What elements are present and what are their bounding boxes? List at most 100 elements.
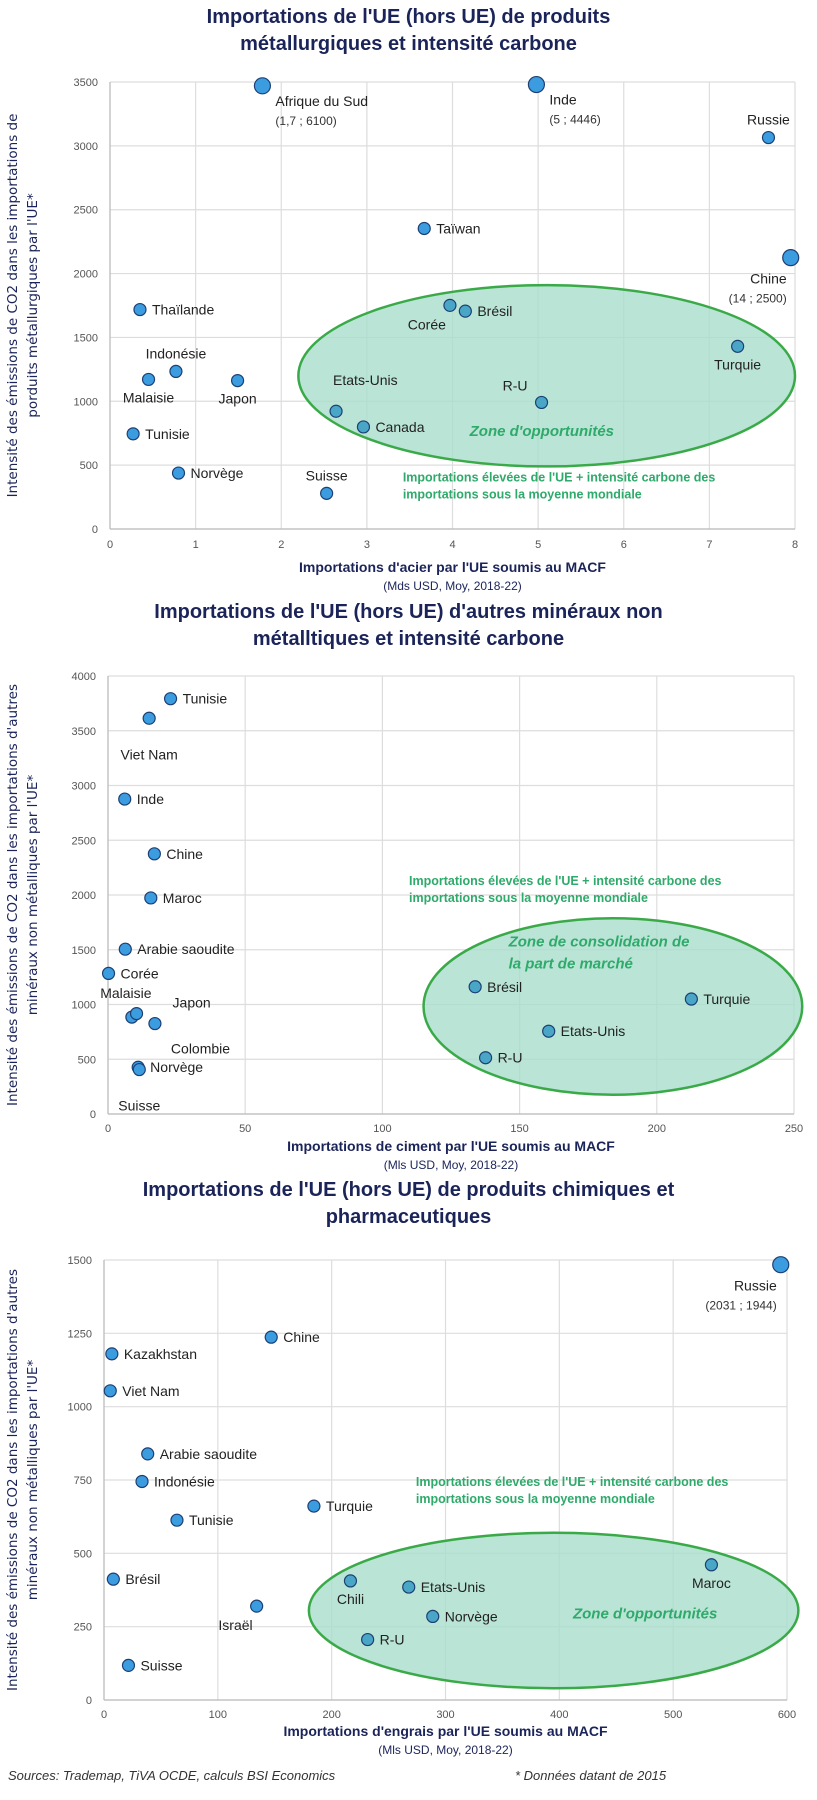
point-label: Japon (173, 995, 211, 1011)
x-tick-label: 250 (785, 1123, 803, 1135)
y-tick-label: 750 (74, 1475, 92, 1487)
y-tick-label: 0 (90, 1109, 96, 1121)
data-point (170, 1513, 184, 1527)
point-label: Arabie saoudite (160, 1446, 258, 1462)
x-axis-title: Importations de ciment par l'UE soumis a… (287, 1138, 615, 1154)
data-point (343, 1574, 358, 1588)
point-label: Turquie (703, 991, 750, 1007)
point-label: Indonésie (154, 1473, 215, 1489)
point-label: Etats-Unis (561, 1023, 626, 1039)
data-point (118, 792, 132, 806)
point-label: Suisse (118, 1098, 160, 1114)
data-point (132, 1062, 146, 1077)
data-point (307, 1499, 321, 1513)
x-tick-label: 300 (436, 1709, 454, 1721)
data-point (527, 75, 546, 94)
annotation-text: Importations élevées de l'UE + intensité… (416, 1475, 728, 1489)
y-tick-label: 2500 (74, 205, 98, 217)
x-tick-label: 5 (535, 539, 541, 551)
x-tick-label: 2 (278, 539, 284, 551)
x-axis-subtitle: (Mls USD, Moy, 2018-22) (378, 1743, 512, 1757)
chart-3-title: Importations de l'UE (hors UE) de produi… (0, 1177, 817, 1231)
point-label: Chine (750, 271, 787, 287)
x-tick-label: 0 (107, 539, 113, 551)
data-point (106, 1572, 120, 1586)
point-label: Chili (337, 1591, 364, 1607)
data-point (731, 339, 745, 353)
data-point (417, 221, 431, 236)
x-tick-label: 600 (778, 1709, 796, 1721)
data-point (129, 1006, 144, 1021)
point-label: Viet Nam (122, 1383, 179, 1399)
data-point (169, 364, 183, 379)
data-point (684, 992, 698, 1006)
data-point (772, 1256, 790, 1274)
x-tick-label: 500 (664, 1709, 682, 1721)
data-point (402, 1580, 416, 1594)
y-axis-title-line: minéraux non métalliques par l'UE* (25, 775, 41, 1016)
chart-3-title-line-2: pharmaceutiques (325, 1206, 492, 1228)
y-tick-label: 0 (92, 524, 98, 536)
data-point (141, 1447, 155, 1461)
x-tick-label: 200 (322, 1709, 340, 1721)
point-label: Inde (549, 92, 576, 108)
data-point (230, 373, 245, 388)
data-point (761, 130, 776, 145)
y-tick-label: 4000 (72, 671, 96, 683)
point-label: Arabie saoudite (137, 941, 235, 957)
point-label: Tunisie (183, 691, 228, 707)
point-label: Indonésie (146, 345, 207, 361)
point-label: Malaisie (100, 985, 152, 1001)
data-point (264, 1330, 278, 1344)
point-label: Suisse (140, 1657, 182, 1673)
point-label: Kazakhstan (124, 1346, 197, 1362)
chart-1: 0 1 2 3 4 5 6 7 8 0 500 1000 1500 2000 2500 3000 3500 Imp… (5, 75, 800, 593)
data-point (147, 847, 161, 861)
data-point (250, 1599, 264, 1613)
y-tick-label: 1500 (72, 945, 96, 957)
point-label: Norvège (150, 1059, 203, 1075)
point-sublabel: (2031 ; 1944) (705, 1299, 776, 1313)
y-tick-label: 3000 (72, 781, 96, 793)
point-sublabel: (1,7 ; 6100) (275, 114, 336, 128)
footer-note: * Données datant de 2015 (515, 1768, 667, 1783)
point-label: R-U (380, 1632, 405, 1648)
data-point (443, 298, 457, 312)
data-point (126, 427, 140, 441)
point-label: Chine (283, 1329, 320, 1345)
chart-2-title-line-1: Importations de l'UE (hors UE) d'autres … (154, 601, 663, 623)
data-point (468, 980, 482, 994)
point-label: Tunisie (189, 1512, 234, 1528)
point-label: Colombie (171, 1041, 230, 1057)
y-tick-label: 1000 (72, 1000, 96, 1012)
zone-label: Zone d'opportunités (469, 423, 614, 440)
point-label: Taïwan (436, 220, 480, 236)
y-tick-label: 1250 (68, 1328, 92, 1340)
chart-2-title-line-2: métalltiques et intensité carbone (252, 628, 565, 650)
annotation-text: importations sous la moyenne mondiale (409, 891, 648, 905)
data-point (534, 395, 549, 410)
y-tick-label: 2000 (72, 890, 96, 902)
point-sublabel: (5 ; 4446) (549, 113, 600, 127)
data-point (426, 1609, 440, 1624)
x-tick-label: 50 (239, 1123, 251, 1135)
y-tick-label: 3500 (74, 77, 98, 89)
annotation-text: Importations élevées de l'UE + intensité… (409, 874, 721, 888)
data-point (171, 466, 186, 480)
point-label: Suisse (306, 467, 348, 483)
data-point (704, 1558, 719, 1572)
y-tick-label: 3500 (72, 726, 96, 738)
point-label: Canada (375, 419, 424, 435)
opportunity-zone-ellipse (297, 283, 797, 468)
x-tick-label: 8 (792, 539, 798, 551)
y-tick-label: 1000 (74, 396, 98, 408)
point-label: Turquie (326, 1498, 373, 1514)
x-axis-subtitle: (Mls USD, Moy, 2018-22) (384, 1158, 518, 1172)
data-point (118, 942, 132, 956)
data-point (356, 420, 371, 434)
point-label: R-U (498, 1050, 523, 1066)
data-point (142, 711, 156, 725)
x-tick-label: 150 (510, 1123, 528, 1135)
y-tick-label: 250 (74, 1622, 92, 1634)
point-label: Brésil (477, 303, 512, 319)
